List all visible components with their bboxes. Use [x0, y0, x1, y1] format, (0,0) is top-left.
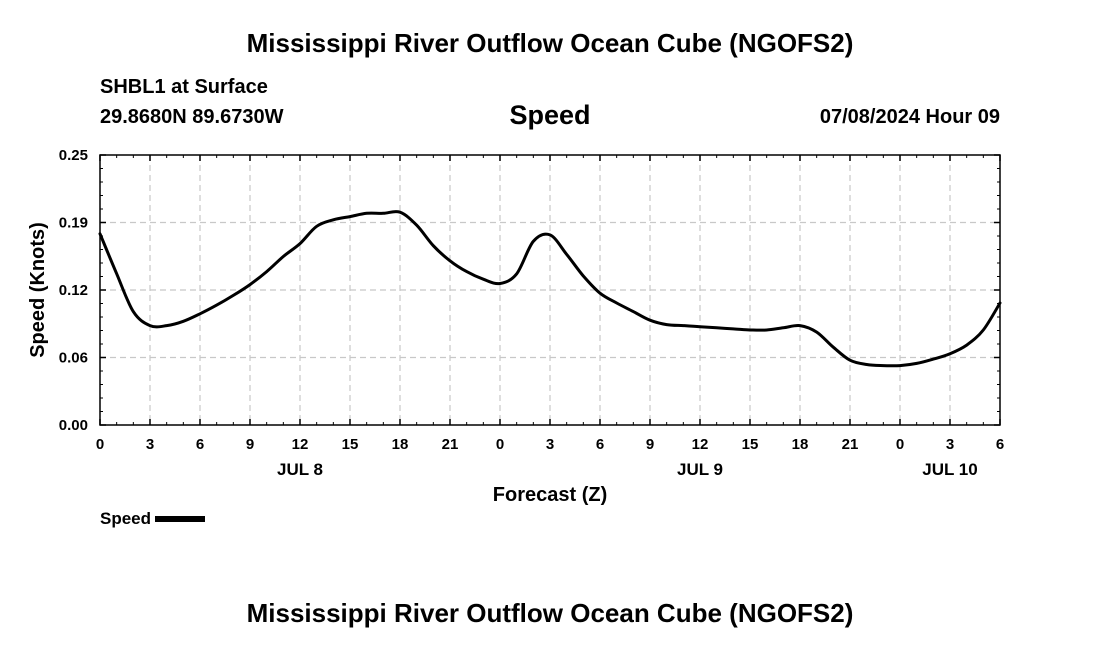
date-labels: JUL 8 JUL 9 JUL 10 — [277, 460, 978, 479]
coordinates-label: 29.8680N 89.6730W — [100, 106, 284, 128]
y-tick-label: 0.06 — [59, 350, 88, 367]
x-tick-label: 21 — [842, 436, 859, 453]
y-tick-label: 0.12 — [59, 282, 88, 299]
x-tick-label: 6 — [596, 436, 604, 453]
legend-swatch — [155, 516, 206, 522]
x-tick-label: 12 — [692, 436, 709, 453]
x-tick-label: 3 — [146, 436, 154, 453]
x-tick-label: 0 — [96, 436, 104, 453]
x-tick-label: 3 — [546, 436, 554, 453]
datetime-label: 07/08/2024 Hour 09 — [819, 106, 1000, 128]
x-tick-label: 3 — [946, 436, 954, 453]
station-label: SHBL1 at Surface — [100, 76, 268, 98]
x-tick-label: 15 — [742, 436, 759, 453]
x-tick-label: 9 — [646, 436, 654, 453]
x-tick-labels: 0 3 6 9 12 15 18 21 0 3 6 9 12 15 18 21 0 3 6 — [96, 436, 1004, 453]
x-tick-label: 21 — [442, 436, 459, 453]
axis-ticks — [99, 154, 1001, 426]
grid-lines — [100, 155, 1000, 425]
x-tick-label: 0 — [896, 436, 904, 453]
x-tick-label: 9 — [246, 436, 254, 453]
date-label: JUL 8 — [277, 460, 323, 479]
x-tick-label: 6 — [996, 436, 1004, 453]
chart-main-title: Mississippi River Outflow Ocean Cube (NG… — [246, 28, 854, 58]
legend-label: Speed — [100, 509, 152, 528]
date-label: JUL 9 — [677, 460, 723, 479]
y-tick-labels: 0.00 0.06 0.12 0.19 0.25 — [59, 147, 88, 434]
date-label: JUL 10 — [922, 460, 977, 479]
x-tick-label: 18 — [392, 436, 409, 453]
y-tick-label: 0.19 — [59, 215, 88, 232]
x-tick-label: 12 — [292, 436, 309, 453]
variable-title: Speed — [509, 100, 591, 130]
x-tick-label: 6 — [196, 436, 204, 453]
x-axis-title: Forecast (Z) — [493, 484, 607, 506]
speed-series-line — [98, 210, 1002, 368]
y-tick-label: 0.00 — [59, 417, 88, 434]
y-axis-title: Speed (Knots) — [27, 222, 49, 358]
footer-title: Mississippi River Outflow Ocean Cube (NG… — [246, 598, 854, 628]
legend: Speed — [100, 509, 206, 529]
y-tick-label: 0.25 — [59, 147, 88, 164]
x-tick-label: 18 — [792, 436, 809, 453]
x-tick-label: 15 — [342, 436, 359, 453]
x-tick-label: 0 — [496, 436, 504, 453]
